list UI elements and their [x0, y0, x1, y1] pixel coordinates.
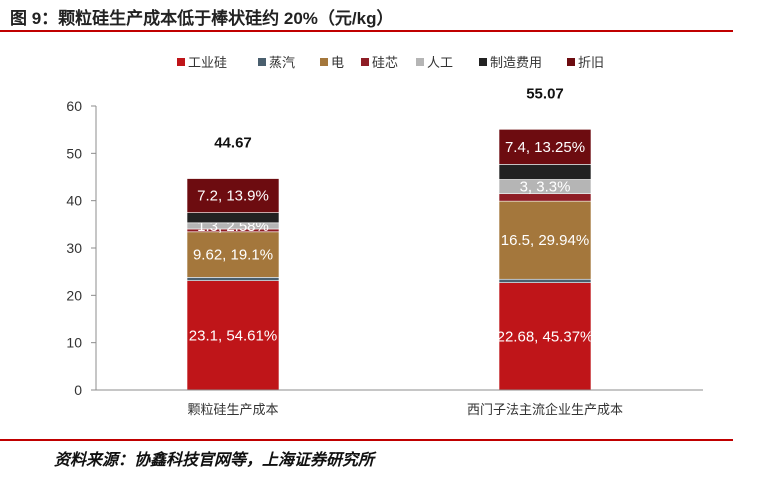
bottom-rule [0, 439, 733, 441]
legend-swatch [361, 58, 369, 66]
figure-title: 图 9：颗粒硅生产成本低于棒状硅约 20%（元/kg） [10, 9, 394, 28]
legend-label: 工业硅 [188, 55, 227, 70]
bar-segment [498, 278, 592, 283]
source-note: 资料来源：协鑫科技官网等，上海证券研究所 [54, 452, 375, 469]
legend-label: 折旧 [578, 55, 604, 70]
y-tick-label: 60 [66, 98, 82, 114]
legend-swatch [177, 58, 185, 66]
data-label: 23.1, 54.61% [189, 327, 277, 344]
y-tick-label: 20 [66, 287, 82, 303]
y-tick-label: 50 [66, 145, 82, 161]
y-axis: 0 10 20 30 40 50 60 [66, 98, 97, 398]
x-category-label: 颗粒硅生产成本 [187, 402, 278, 417]
legend-swatch [567, 58, 575, 66]
data-label: 7.2, 13.9% [197, 188, 269, 205]
bar-segment [498, 164, 592, 180]
data-label: 7.4, 13.25% [505, 139, 585, 156]
bar-segment [498, 129, 592, 165]
legend-swatch [479, 58, 487, 66]
data-label: 16.5, 29.94% [501, 232, 589, 249]
legend-label: 蒸汽 [269, 55, 295, 70]
bar-segment [498, 282, 592, 391]
bars: 23.1, 54.61%9.62, 19.1%1.3, 2.58%7.2, 13… [186, 85, 594, 391]
total-label: 55.07 [526, 85, 564, 102]
y-tick-label: 10 [66, 335, 82, 351]
y-tick-label: 30 [66, 240, 82, 256]
legend-label: 人工 [427, 55, 453, 70]
legend-swatch [258, 58, 266, 66]
y-tick-label: 40 [66, 193, 82, 209]
legend-label: 硅芯 [372, 55, 398, 70]
y-tick-label: 0 [74, 382, 82, 398]
data-label: 9.62, 19.1% [193, 247, 273, 264]
legend-label: 制造费用 [490, 55, 542, 70]
legend-swatch [416, 58, 424, 66]
x-category-label: 西门子法主流企业生产成本 [467, 402, 623, 417]
bar-segment [186, 231, 280, 278]
top-rule [0, 30, 733, 32]
total-label: 44.67 [214, 135, 252, 152]
bar-segment [498, 200, 592, 280]
bar-segment [186, 277, 280, 281]
legend-label: 电 [331, 55, 344, 70]
data-label: 22.68, 45.37% [497, 328, 594, 345]
bar-segment [186, 212, 280, 224]
legend-swatch [320, 58, 328, 66]
data-label: 3, 3.3% [520, 179, 571, 196]
bar-segment [186, 178, 280, 213]
legend: 工业硅 蒸汽 电 硅芯 人工 制造费用 折旧 [177, 55, 604, 70]
x-axis: 颗粒硅生产成本 西门子法主流企业生产成本 [96, 389, 703, 417]
